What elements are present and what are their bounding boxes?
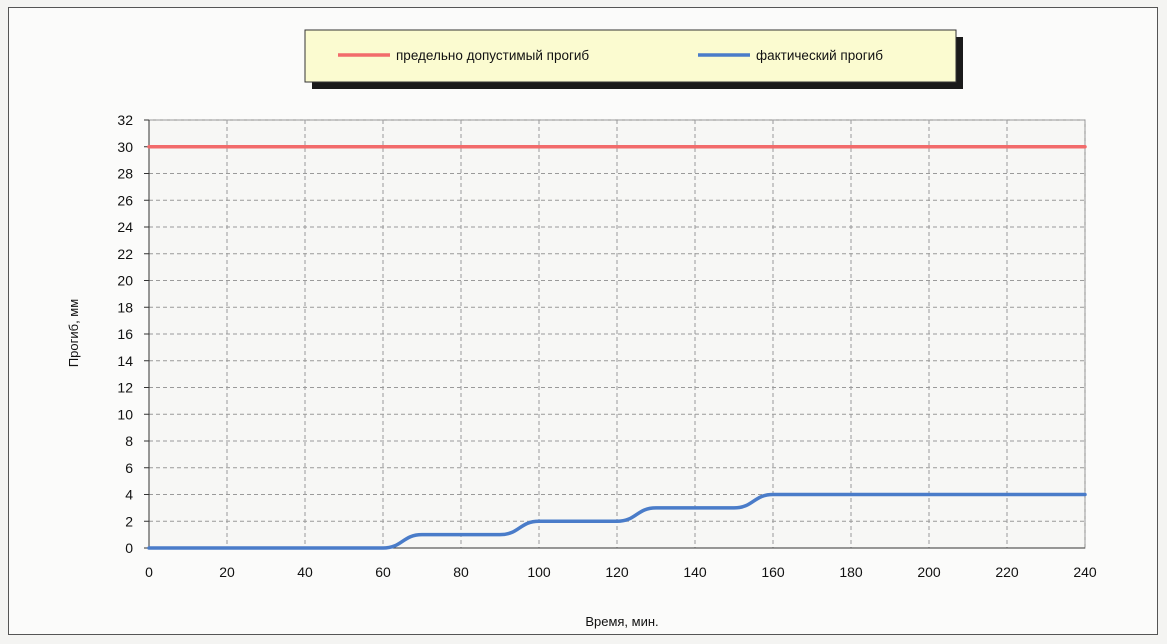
legend: предельно допустимый прогиб фактический … [304, 29, 963, 89]
x-tick-label-100: 100 [527, 564, 551, 580]
y-tick-label-28: 28 [117, 166, 133, 182]
x-axis-title: Время, мин. [585, 614, 658, 629]
x-tick-label-20: 20 [219, 564, 235, 580]
x-tick-label-140: 140 [683, 564, 707, 580]
y-tick-label-22: 22 [117, 246, 133, 262]
x-tick-label-40: 40 [297, 564, 313, 580]
x-tick-label-60: 60 [375, 564, 391, 580]
x-tick-label-180: 180 [839, 564, 863, 580]
y-tick-label-30: 30 [117, 139, 133, 155]
y-tick-label-12: 12 [117, 380, 133, 396]
legend-label-limit: предельно допустимый прогиб [396, 48, 589, 63]
legend-label-actual: фактический прогиб [756, 48, 883, 63]
y-tick-label-24: 24 [117, 219, 133, 235]
x-tick-label-0: 0 [145, 564, 153, 580]
y-tick-label-0: 0 [125, 540, 133, 556]
x-tick-label-80: 80 [453, 564, 469, 580]
x-tick-label-120: 120 [605, 564, 629, 580]
x-tick-label-160: 160 [761, 564, 785, 580]
series-line-actual [147, 492, 1087, 550]
y-tick-label-2: 2 [125, 513, 133, 529]
y-axis-title: Прогиб, мм [66, 299, 81, 367]
y-tick-label-18: 18 [117, 299, 133, 315]
y-tick-label-14: 14 [117, 353, 133, 369]
series [147, 144, 1087, 550]
y-tick-label-10: 10 [117, 406, 133, 422]
y-tick-label-26: 26 [117, 192, 133, 208]
y-tick-label-8: 8 [125, 433, 133, 449]
y-tick-label-4: 4 [125, 487, 133, 503]
x-tick-label-240: 240 [1073, 564, 1097, 580]
y-tick-label-6: 6 [125, 460, 133, 476]
x-tick-label-220: 220 [995, 564, 1019, 580]
legend-box [304, 29, 957, 83]
grid [148, 119, 1086, 549]
y-tick-label-32: 32 [117, 112, 133, 128]
x-tick-label-200: 200 [917, 564, 941, 580]
y-tick-label-20: 20 [117, 273, 133, 289]
y-tick-label-16: 16 [117, 326, 133, 342]
